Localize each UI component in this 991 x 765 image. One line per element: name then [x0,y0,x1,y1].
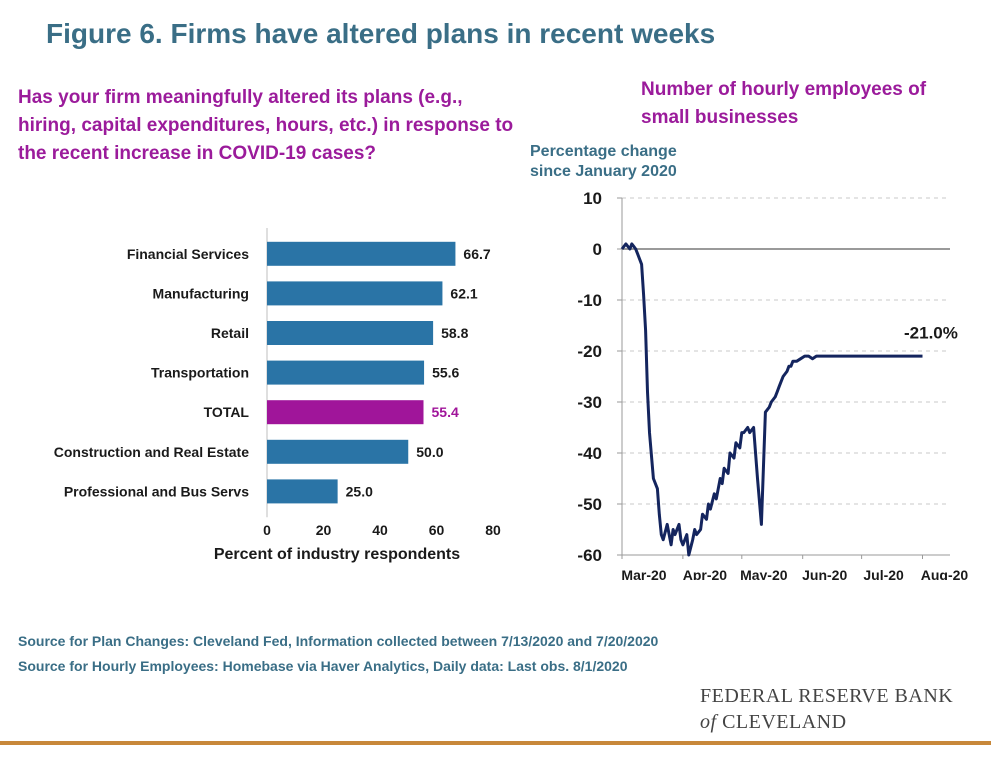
source-note-hourly-employees: Source for Hourly Employees: Homebase vi… [18,658,628,674]
line-x-tick-label: Apr-20 [683,567,728,580]
line-x-tick-label: Aug-20 [921,567,969,580]
bar-value-label: 55.4 [432,404,459,420]
bar [267,241,456,266]
bar [267,281,443,306]
survey-question: Has your firm meaningfully altered its p… [18,87,514,164]
bar-chart: Financial Services 66.7 Manufacturing 62.1 R… [54,228,501,563]
bar-category-label: Financial Services [127,246,249,262]
line-chart-y-label: Percentage change since January 2020 [530,143,677,180]
line-y-tick-label: -30 [577,393,602,412]
line-y-tick-label: -10 [577,291,602,310]
bar-value-label: 25.0 [346,483,373,499]
bar-category-label: TOTAL [204,404,250,420]
bar [267,360,425,385]
bar-category-label: Professional and Bus Servs [64,483,249,499]
bar-category-label: Transportation [151,365,249,381]
bar-category-label: Manufacturing [153,285,249,301]
bar-x-tick-label: 0 [263,522,271,538]
line-y-tick-label: -20 [577,342,602,361]
bar-value-label: 62.1 [450,285,477,301]
bar [267,479,338,504]
bar-value-label: 55.6 [432,365,459,381]
bar-x-tick-label: 40 [372,522,388,538]
bar [267,321,434,345]
line-x-tick-label: May-20 [740,567,788,580]
bar [267,439,409,464]
bar-category-label: Retail [211,325,249,341]
logo-of: of [700,711,717,733]
line-y-tick-label: -50 [577,495,602,514]
bar-value-label: 66.7 [463,246,490,262]
bar [267,400,424,425]
bar-value-label: 50.0 [416,444,443,460]
logo-cleveland: CLEVELAND [722,711,847,733]
line-chart-title: Number of hourly employees of small busi… [641,79,927,128]
line-series-hourly-employees [620,242,923,557]
bottom-rule [0,741,991,745]
line-y-tick-label: -40 [577,444,602,463]
bar-value-label: 58.8 [441,325,468,341]
line-x-tick-label: Jul-20 [863,567,904,580]
line-y-tick-label: 10 [583,190,602,208]
line-x-tick-label: Jun-20 [802,567,847,580]
logo-line-2: of CLEVELAND [700,709,953,735]
line-x-tick-label: Mar-20 [621,567,666,580]
source-note-plan-changes: Source for Plan Changes: Cleveland Fed, … [18,633,659,649]
frb-cleveland-logo: FEDERAL RESERVE BANK of CLEVELAND [700,683,953,735]
line-chart: 10 0 -10 -20 -30 -40 -50 -60 Mar-20 Apr-20 May-20 J… [577,190,969,580]
bar-x-axis-label: Percent of industry respondents [214,546,460,563]
bar-category-label: Construction and Real Estate [54,444,249,460]
bar-x-tick-label: 20 [316,522,332,538]
bar-x-tick-label: 60 [429,522,445,538]
bar-x-tick-label: 80 [485,522,501,538]
logo-line-1: FEDERAL RESERVE BANK [700,685,954,707]
line-y-tick-label: -60 [577,546,602,565]
figure-title: Figure 6. Firms have altered plans in re… [46,18,716,49]
line-end-annotation: -21.0% [904,323,958,342]
line-y-tick-label: 0 [593,240,602,259]
